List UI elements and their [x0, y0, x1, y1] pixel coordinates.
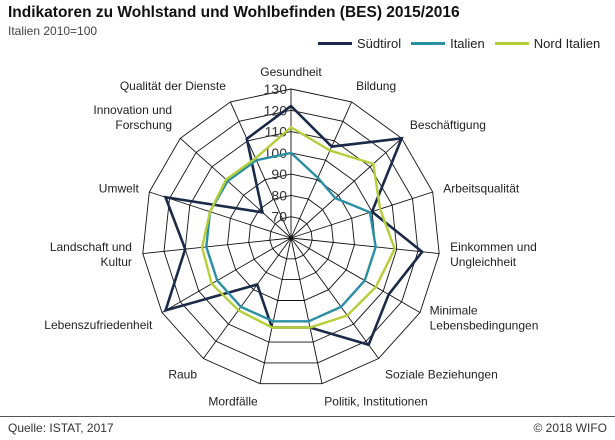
- series-line-südtirol: [163, 104, 425, 347]
- grid-spoke-5: [290, 237, 440, 255]
- category-label-arbeitsqualität: Arbeitsqualität: [443, 182, 520, 196]
- legend-swatch-suedtirol: [318, 42, 352, 45]
- grid-ring-90: [227, 173, 355, 301]
- category-label-landschaft-und-kultur: Landschaft und Kultur: [50, 240, 132, 269]
- legend-swatch-italien: [411, 42, 446, 45]
- tick-label-110: 110: [265, 124, 288, 140]
- copyright-note: © 2018 WIFO: [533, 421, 607, 435]
- grid-spoke-11: [161, 237, 292, 313]
- category-label-lebenszufriedenheit: Lebenszufriedenheit: [44, 318, 153, 332]
- grid-spoke-3: [290, 137, 403, 239]
- tick-label-80: 80: [271, 187, 287, 203]
- grid-ring-80: [248, 194, 334, 281]
- grid-spoke-12: [142, 237, 292, 255]
- category-label-innovation-und-forschung: Innovation und Forschung: [93, 103, 172, 132]
- category-label-politik-institutionen: Politik, Institutionen: [324, 395, 427, 409]
- category-label-minimale-lebensbedingungen: Minimale Lebensbedingungen: [430, 304, 539, 333]
- category-label-raub: Raub: [168, 367, 197, 381]
- category-label-einkommen-und-ungleichheit: Einkommen und Ungleichheit: [450, 240, 537, 269]
- legend-label-italien: Italien: [450, 36, 485, 51]
- chart-subtitle: Italien 2010=100: [8, 24, 98, 38]
- grid-ring-130: [142, 88, 440, 385]
- chart-title: Indikatoren zu Wohlstand und Wohlbefinde…: [8, 4, 460, 21]
- grid-ring-70: [269, 216, 313, 260]
- grid-spoke-4: [290, 191, 433, 239]
- tick-label-70: 70: [271, 209, 287, 225]
- footer-divider: [0, 416, 615, 417]
- grid-spoke-9: [259, 237, 292, 384]
- grid-spoke-7: [290, 237, 379, 359]
- category-label-qualität-der-dienste: Qualität der Dienste: [120, 79, 226, 93]
- grid-ring-120: [163, 109, 419, 364]
- grid-spoke-15: [229, 101, 292, 239]
- legend-label-suedtirol: Südtirol: [357, 36, 402, 51]
- chart-legend: Südtirol Italien Nord Italien: [318, 36, 600, 51]
- legend-item-nord-italien: Nord Italien: [494, 36, 601, 51]
- grid-spoke-6: [290, 237, 421, 313]
- category-label-gesundheit: Gesundheit: [260, 65, 322, 79]
- tick-label-90: 90: [271, 166, 287, 182]
- series-line-nord-italien: [200, 125, 397, 329]
- category-label-bildung: Bildung: [356, 79, 396, 93]
- category-label-umwelt: Umwelt: [99, 182, 140, 196]
- grid-spoke-10: [203, 237, 292, 359]
- grid-spoke-2: [290, 101, 353, 239]
- legend-item-italien: Italien: [411, 36, 485, 51]
- category-label-beschäftigung: Beschäftigung: [410, 118, 486, 132]
- legend-label-nord-italien: Nord Italien: [533, 36, 601, 51]
- legend-swatch-nord-italien: [494, 42, 529, 45]
- source-note: Quelle: ISTAT, 2017: [8, 421, 114, 435]
- legend-item-suedtirol: Südtirol: [318, 36, 401, 51]
- tick-label-130: 130: [264, 81, 288, 97]
- category-label-mordfälle: Mordfälle: [208, 395, 258, 409]
- category-label-soziale-beziehungen: Soziale Beziehungen: [385, 367, 498, 381]
- grid-spoke-8: [290, 237, 323, 384]
- grid-spoke-14: [179, 137, 292, 239]
